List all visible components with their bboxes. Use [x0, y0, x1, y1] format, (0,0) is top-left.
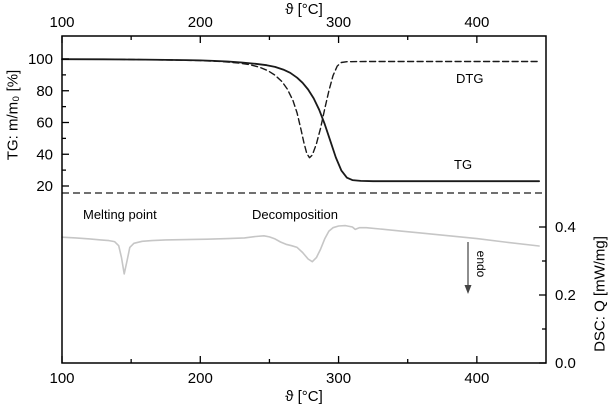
tick-label: 0.2 — [555, 287, 576, 304]
top-x-axis-title: ϑ [°C] — [285, 1, 323, 18]
tick-label: 400 — [464, 370, 489, 387]
melting-point-annotation: Melting point — [83, 207, 157, 222]
right-y-axis-title: DSC: Q [mW/mg] — [591, 236, 609, 352]
endo-direction-label: endo — [474, 250, 488, 278]
dsc-curve — [61, 224, 540, 275]
tick-label: 0.0 — [555, 355, 576, 372]
bottom-x-axis-title: ϑ [°C] — [285, 388, 323, 405]
tick-label: 300 — [326, 370, 351, 387]
tick-label: 80 — [36, 83, 53, 100]
tick-label: 60 — [36, 115, 53, 132]
tick-label: 300 — [326, 14, 351, 31]
tick-label: 40 — [36, 146, 53, 163]
tick-label: 20 — [36, 178, 53, 195]
endo-arrow-head — [464, 285, 472, 294]
decomposition-annotation: Decomposition — [252, 207, 338, 222]
tick-label: 100 — [49, 370, 74, 387]
dtg-curve — [61, 58, 540, 159]
dtg-series-label: DTG — [456, 71, 484, 86]
tick-label: 0.4 — [555, 219, 576, 236]
tick-label: 100 — [28, 51, 53, 68]
tick-label: 400 — [464, 14, 489, 31]
tick-label: 100 — [49, 14, 74, 31]
left-y-axis-title: TG: m/m₀ [%] — [4, 69, 22, 161]
tick-label: 200 — [188, 370, 213, 387]
tg-series-label: TG — [454, 157, 473, 172]
plot-frame — [61, 35, 547, 364]
tick-label: 200 — [188, 14, 213, 31]
